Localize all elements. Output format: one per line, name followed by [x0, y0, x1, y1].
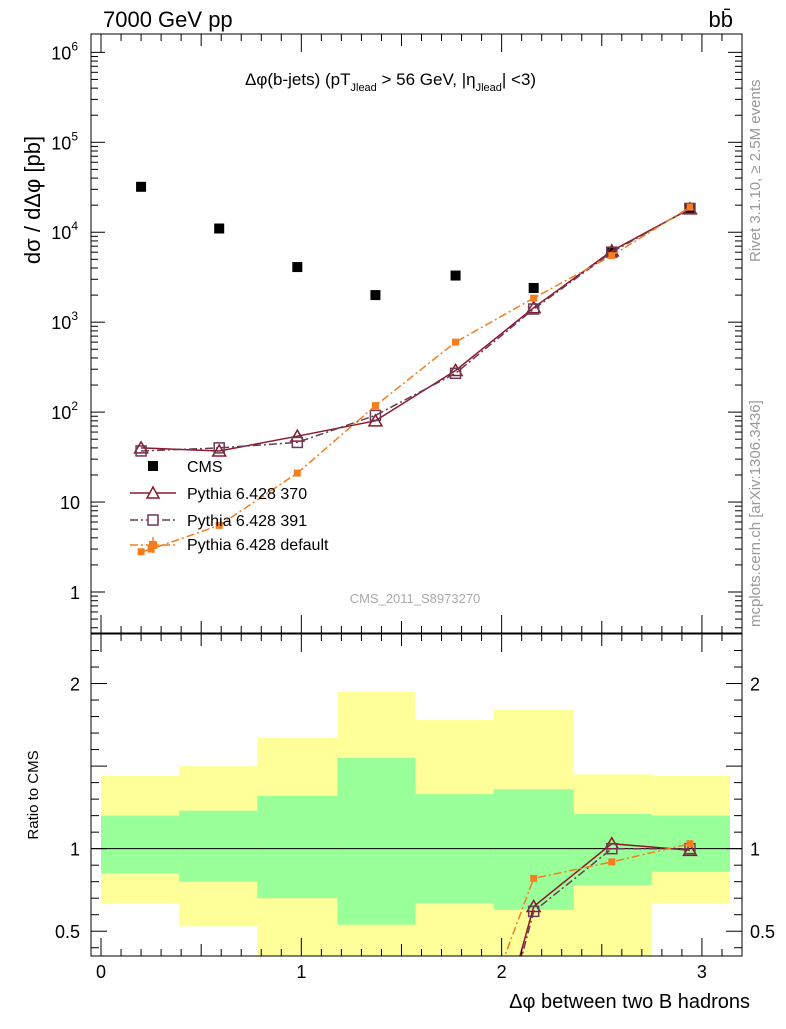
- main-point-pythia-6-428-370-2: [289, 428, 306, 442]
- main-y-tick-label-4: 104: [51, 219, 78, 243]
- main-line-pythia-6-428-391: [141, 207, 691, 452]
- ratio-ticks-layer: 0.5 0.5 1 1 2 2 0 1 2 3: [55, 633, 775, 982]
- x-tick-label-2: 2: [497, 962, 507, 982]
- ratio-y-tick-label-right-0: 0.5: [750, 922, 775, 942]
- main-point-pythia-6-428-391-4: [449, 367, 462, 380]
- main-point-pythia-6-428-391-1: [213, 442, 225, 454]
- main-point-pythia-6-428-default-1: [147, 545, 155, 553]
- main-point-pythia-6-428-391-2: [291, 436, 304, 449]
- main-y-tick-label-6: 106: [51, 39, 78, 63]
- main-point-pythia-6-428-370-0: [133, 440, 149, 454]
- legend: CMS Pythia 6.428 370 Pythia 6.428 391 Py…: [130, 459, 329, 554]
- green-band-2: [257, 795, 338, 899]
- watermark: CMS_2011_S8973270: [350, 591, 481, 606]
- main-point-pythia-6-428-default-3: [293, 469, 301, 477]
- ratio-point-pythia-6-428-default-2: [608, 858, 616, 866]
- ratio-y-label: Ratio to CMS: [25, 750, 42, 839]
- ratio-panel: 0.5 0.5 1 1 2 2 0 1 2 3 Ratio to CMS Δφ between t…: [25, 633, 775, 1013]
- ratio-y-tick-label-right-1: 1: [750, 840, 760, 860]
- main-point-pythia-6-428-default-6: [530, 294, 538, 302]
- main-point-pythia-6-428-default-8: [686, 203, 694, 211]
- main-ticks-layer: 1 10 102 103 104 105 106: [51, 34, 742, 633]
- green-band-0: [101, 815, 180, 874]
- main-point-cms-5: [528, 282, 539, 293]
- legend-entry-pythia-default: Pythia 6.428 default: [130, 537, 329, 554]
- ratio-bands-layer: [101, 691, 730, 956]
- x-tick-label-3: 3: [697, 962, 707, 982]
- main-point-pythia-6-428-default-0: [137, 548, 145, 556]
- legend-marker-pythia-391: [147, 514, 159, 526]
- main-line-pythia-6-428-370: [141, 208, 691, 452]
- x-axis-label: Δφ between two B hadrons: [509, 991, 750, 1013]
- legend-entry-pythia-391: Pythia 6.428 391: [130, 513, 307, 530]
- main-point-pythia-6-428-391-5: [527, 303, 540, 315]
- main-point-pythia-6-428-default-7: [608, 252, 616, 260]
- rivet-label: Rivet 3.1.10, ≥ 2.5M events: [747, 80, 764, 263]
- mcplots-label: mcplots.cern.ch [arXiv:1306.3436]: [747, 400, 764, 627]
- main-frame: [90, 33, 743, 634]
- green-band-5: [493, 789, 574, 910]
- ratio-y-tick-label-left-2: 2: [70, 675, 80, 695]
- green-band-6: [573, 813, 652, 885]
- main-point-cms-3: [370, 290, 381, 301]
- ratio-line-pythia-6-428-default: [503, 842, 691, 956]
- main-point-pythia-6-428-default-4: [371, 402, 379, 410]
- legend-label-pythia-default: Pythia 6.428 default: [187, 537, 329, 554]
- main-point-pythia-6-428-370-1: [211, 443, 228, 457]
- ratio-point-pythia-6-428-370-3: [682, 842, 698, 857]
- legend-marker-pythia-default: [149, 541, 157, 549]
- energy-label: 7000 GeV pp: [103, 7, 233, 32]
- x-tick-label-0: 0: [96, 962, 106, 982]
- main-y-tick-label-5: 105: [51, 129, 78, 153]
- main-point-cms-0: [136, 181, 147, 192]
- ratio-point-pythia-6-428-default-1: [530, 874, 538, 882]
- ratio-line-pythia-6-428-391: [521, 847, 690, 956]
- legend-marker-pythia-370: [145, 485, 161, 499]
- x-tick-label-1: 1: [296, 962, 306, 982]
- main-y-label: dσ / dΔφ [pb]: [20, 136, 45, 264]
- main-title: Δφ(b-jets) (pTJlead > 56 GeV, |ηJlead| <…: [245, 70, 536, 94]
- legend-label-pythia-391: Pythia 6.428 391: [187, 513, 307, 530]
- ratio-y-tick-label-left-0: 0.5: [55, 922, 80, 942]
- ratio-frame: [90, 633, 743, 957]
- ratio-series-pythia-6-428-391: [521, 842, 696, 956]
- legend-label-pythia-370: Pythia 6.428 370: [187, 486, 307, 503]
- ratio-series-pythia-6-428-default: [503, 840, 694, 956]
- main-point-cms-4: [450, 270, 461, 281]
- main-point-cms-1: [214, 223, 225, 234]
- main-point-pythia-6-428-391-0: [135, 445, 147, 457]
- ratio-point-pythia-6-428-391-1: [527, 905, 540, 918]
- main-y-tick-label-3: 103: [51, 309, 78, 333]
- ratio-line-pythia-6-428-370: [519, 842, 690, 956]
- main-panel: 1 10 102 103 104 105 106 Δφ(b-jets) (pTJlead >…: [20, 33, 743, 634]
- green-band-3: [337, 757, 416, 925]
- main-series-pythia-6-428-default: [137, 203, 694, 556]
- ratio-y-tick-label-left-1: 1: [70, 840, 80, 860]
- ratio-series-layer: [503, 836, 698, 956]
- ratio-point-pythia-6-428-default-3: [686, 840, 694, 848]
- main-series-layer: [133, 181, 698, 556]
- main-point-pythia-6-428-default-5: [452, 338, 460, 346]
- process-label: bb̄: [709, 7, 733, 32]
- main-y-tick-label-0: 1: [70, 583, 80, 603]
- legend-label-cms: CMS: [187, 459, 223, 476]
- main-point-cms-2: [292, 262, 303, 273]
- ratio-y-tick-label-right-2: 2: [750, 675, 760, 695]
- main-point-pythia-6-428-370-4: [447, 363, 464, 377]
- main-y-tick-label-1: 10: [60, 493, 80, 513]
- legend-entry-cms: CMS: [148, 459, 223, 476]
- main-y-tick-label-2: 102: [51, 399, 78, 423]
- ratio-point-pythia-6-428-391-2: [606, 842, 618, 855]
- main-point-pythia-6-428-391-7: [684, 202, 696, 215]
- green-band-1: [179, 810, 258, 882]
- legend-marker-cms: [148, 461, 158, 471]
- legend-entry-pythia-370: Pythia 6.428 370: [130, 485, 307, 503]
- main-point-pythia-6-428-default-2: [215, 521, 223, 529]
- main-point-pythia-6-428-391-3: [369, 409, 382, 422]
